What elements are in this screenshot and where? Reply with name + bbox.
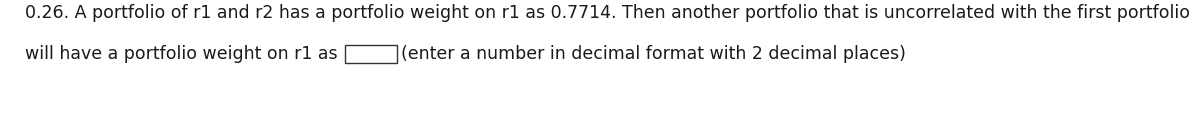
Text: will have a portfolio weight on r1 as: will have a portfolio weight on r1 as: [25, 46, 343, 63]
Text: 0.26. A portfolio of r1 and r2 has a portfolio weight on r1 as 0.7714. Then anot: 0.26. A portfolio of r1 and r2 has a por…: [25, 4, 1190, 22]
Text: (enter a number in decimal format with 2 decimal places): (enter a number in decimal format with 2…: [401, 46, 906, 63]
